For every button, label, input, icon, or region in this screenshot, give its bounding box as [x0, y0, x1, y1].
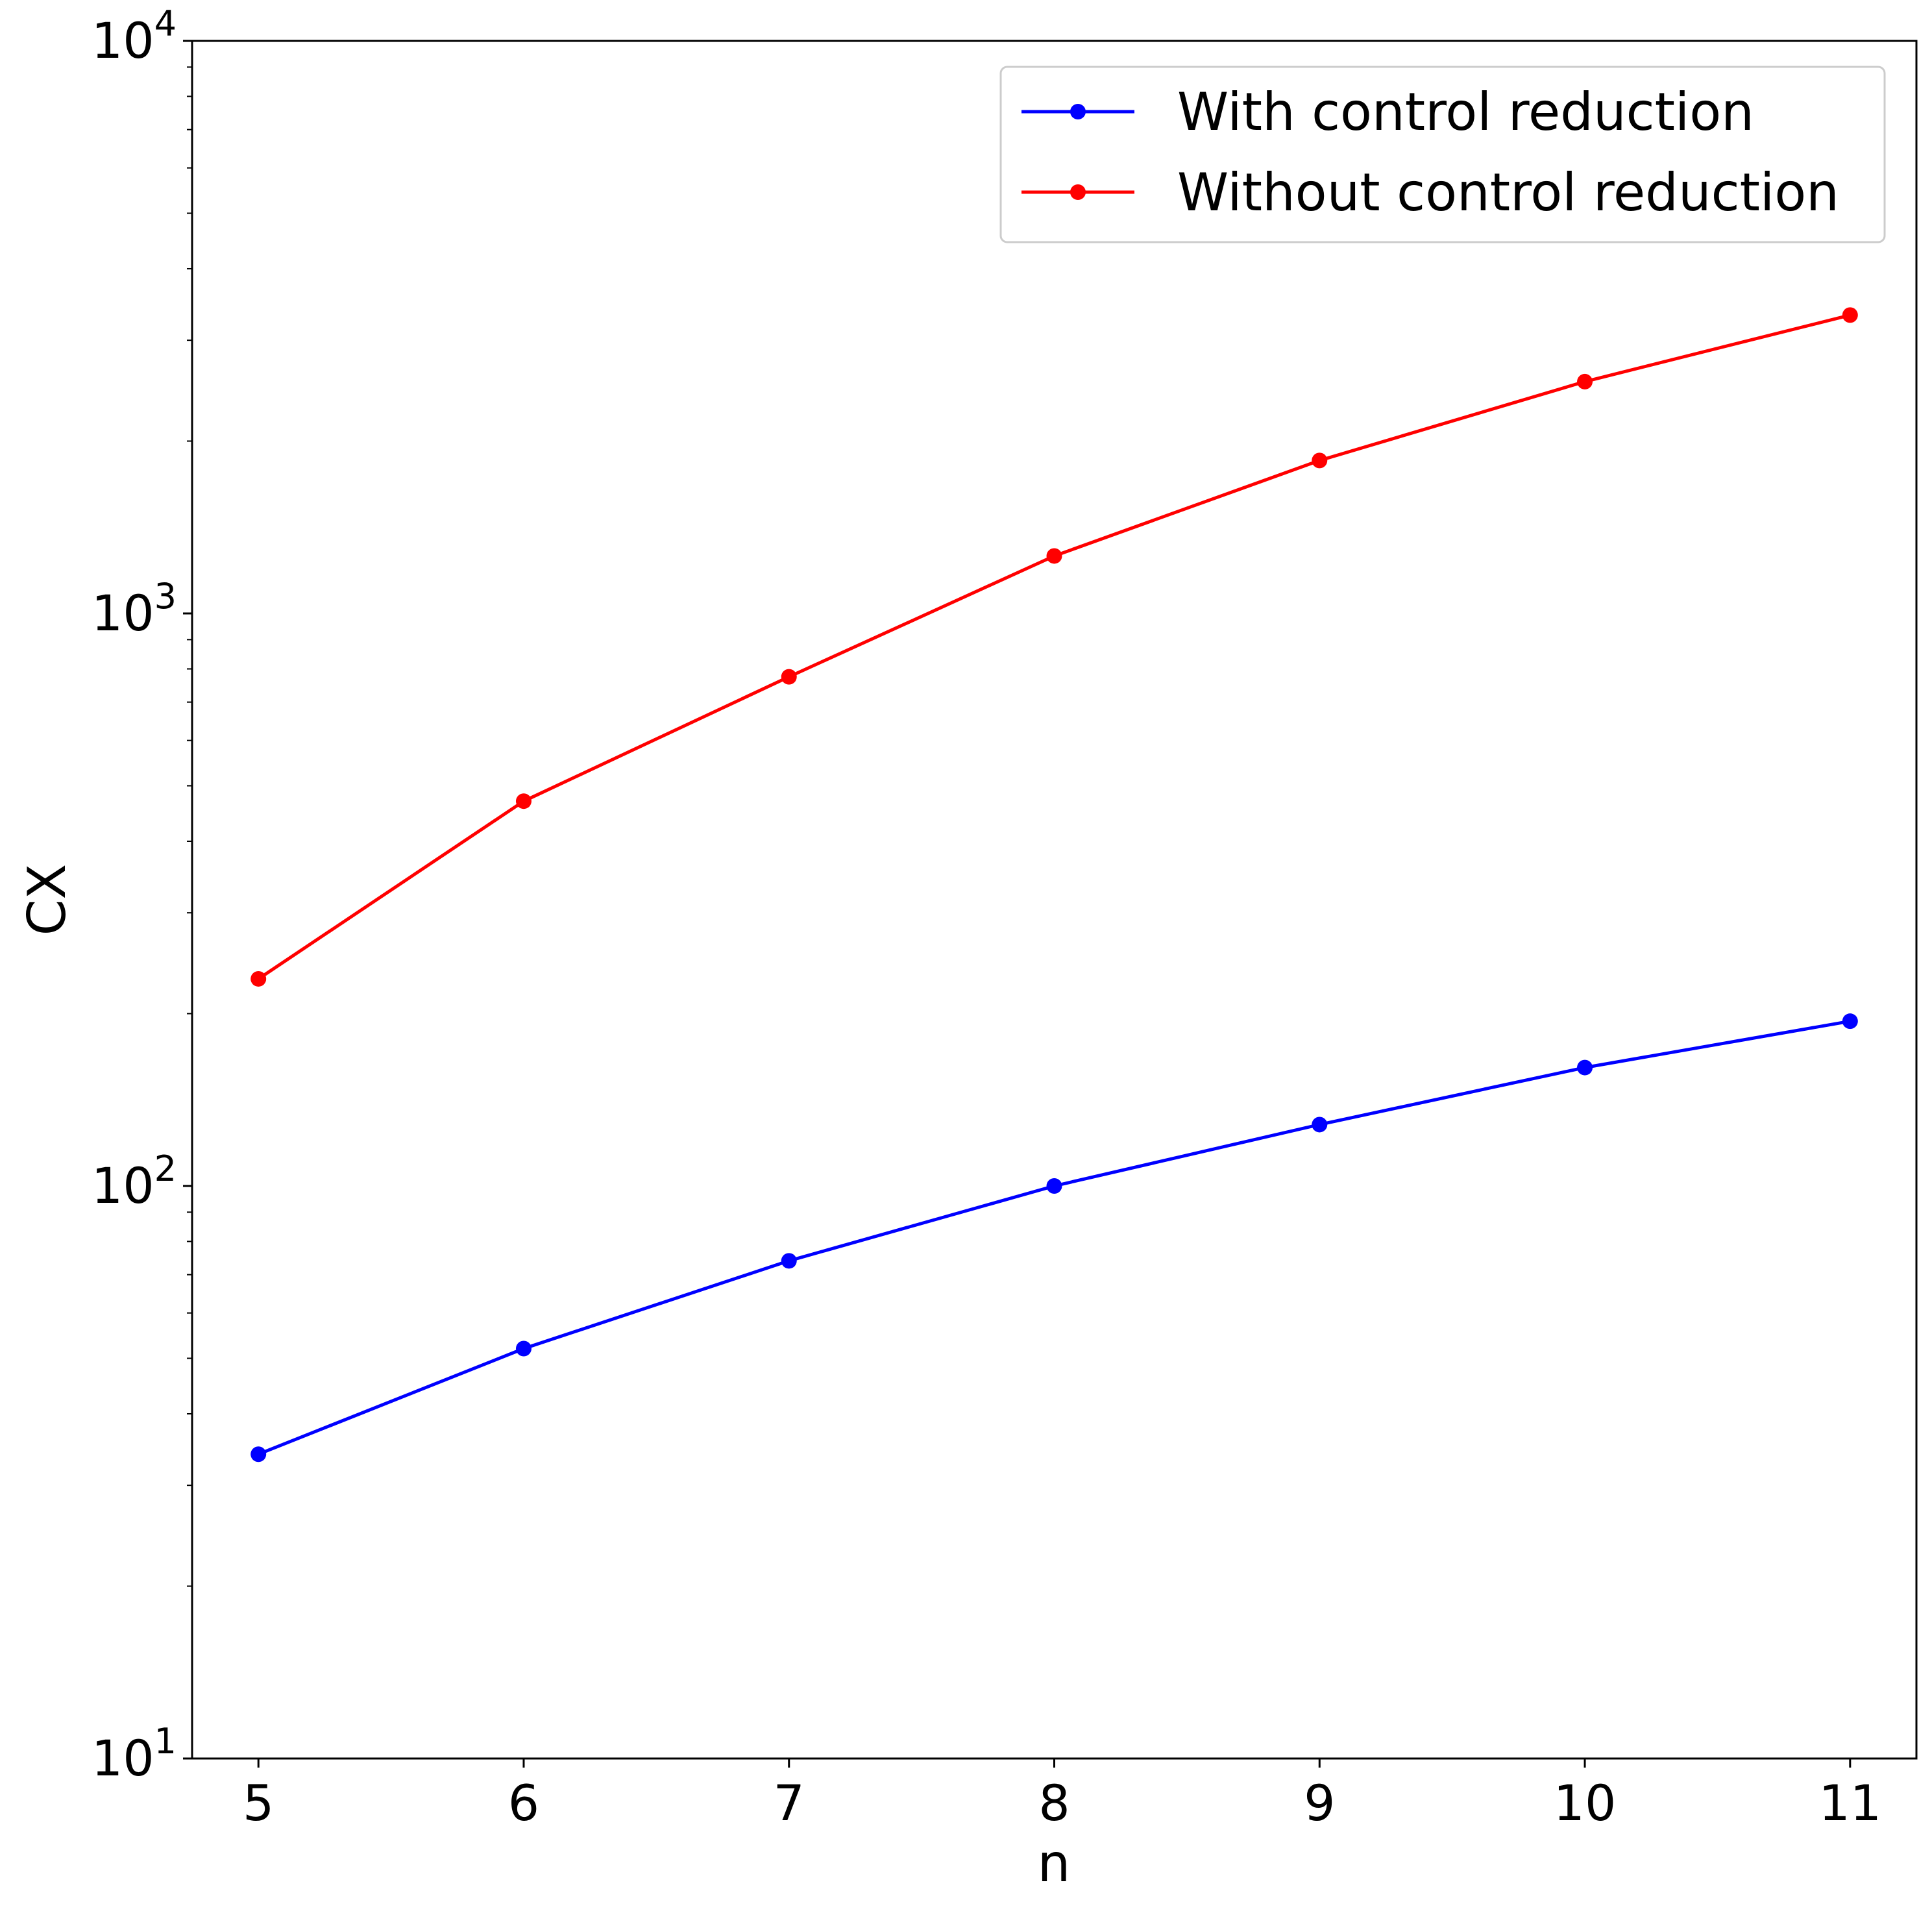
- legend-marker: [1070, 184, 1086, 200]
- series-1: [251, 1013, 1858, 1463]
- data-point: [1312, 1117, 1328, 1133]
- y-tick-exponent: 4: [154, 3, 177, 44]
- y-tick-label: 104: [92, 3, 177, 69]
- legend-entry: With control reduction: [1021, 82, 1754, 142]
- legend-frame: [999, 66, 1886, 243]
- y-tick-exponent: 2: [154, 1148, 177, 1189]
- legend: With control reduction Without control re…: [999, 66, 1886, 243]
- legend-label: With control reduction: [1177, 82, 1754, 142]
- data-point: [251, 1446, 267, 1463]
- data-point: [781, 669, 797, 685]
- data-point: [1842, 307, 1858, 323]
- x-tick-label: 11: [1818, 1774, 1881, 1832]
- data-point: [515, 1340, 532, 1357]
- series-layer: [251, 307, 1858, 1463]
- legend-label: Without control reduction: [1177, 162, 1839, 223]
- data-point: [781, 1253, 797, 1269]
- data-point: [1046, 548, 1062, 564]
- y-tick-exponent: 3: [154, 576, 177, 617]
- y-tick-base: 10: [92, 12, 154, 69]
- data-point: [1577, 1059, 1593, 1076]
- data-point: [251, 970, 267, 987]
- y-axis-label: CX: [17, 864, 77, 936]
- legend-marker: [1070, 104, 1086, 119]
- x-tick-label: 8: [1038, 1774, 1070, 1832]
- series-2: [251, 307, 1858, 987]
- y-tick-base: 10: [92, 1729, 154, 1787]
- y-tick-label: 102: [92, 1148, 177, 1215]
- x-tick-label: 7: [774, 1774, 805, 1832]
- data-point: [1312, 452, 1328, 469]
- y-tick-base: 10: [92, 584, 154, 642]
- data-point: [1577, 373, 1593, 389]
- y-tick-exponent: 1: [154, 1721, 177, 1762]
- y-tick-label: 101: [92, 1721, 177, 1787]
- data-point: [1046, 1178, 1062, 1194]
- x-axis-ticks: 5 6 7 8 9 10 11: [243, 1759, 1881, 1832]
- plot-area-frame: [191, 40, 1918, 1760]
- x-tick-label: 6: [508, 1774, 539, 1832]
- x-tick-label: 10: [1554, 1774, 1617, 1832]
- data-point: [515, 793, 532, 809]
- y-tick-label: 103: [92, 576, 177, 642]
- x-tick-label: 9: [1304, 1774, 1335, 1832]
- x-tick-label: 5: [243, 1774, 274, 1832]
- x-axis-label: n: [1038, 1833, 1071, 1894]
- data-point: [1842, 1013, 1858, 1030]
- legend-entry: Without control reduction: [1021, 162, 1839, 223]
- y-tick-base: 10: [92, 1157, 154, 1215]
